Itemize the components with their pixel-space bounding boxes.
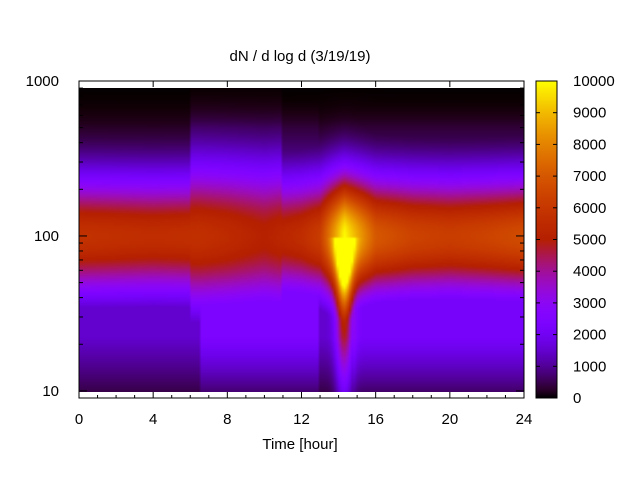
colorbar-gradient [536, 81, 557, 398]
x-tick-label: 16 [367, 411, 384, 428]
plot-area: 0 4 8 12 16 20 24 10 100 1000 [26, 73, 533, 428]
colorbar-tick-label: 8000 [573, 136, 606, 153]
colorbar-tick-label: 1000 [573, 358, 606, 375]
colorbar-tick-label: 6000 [573, 200, 606, 217]
x-axis-ticks: 0 4 8 12 16 20 24 [75, 81, 533, 428]
x-tick-label: 24 [516, 411, 533, 428]
colorbar-tick-label: 10000 [573, 73, 615, 90]
x-tick-label: 20 [441, 411, 458, 428]
colorbar-ticks: 0 1000 2000 3000 4000 5000 6000 7000 8000 9000 100… [536, 73, 615, 407]
x-tick-label: 4 [149, 411, 157, 428]
y-tick-label: 10 [42, 383, 59, 400]
colorbar-tick-label: 7000 [573, 168, 606, 185]
colorbar-tick-label: 0 [573, 390, 581, 407]
x-axis-label: Time [hour] [262, 436, 337, 453]
colorbar-tick-label: 5000 [573, 232, 606, 249]
y-axis-ticks: 10 100 1000 [26, 73, 524, 400]
colorbar-tick-label: 2000 [573, 327, 606, 344]
colorbar-tick-label: 4000 [573, 263, 606, 280]
x-tick-label: 0 [75, 411, 83, 428]
x-tick-label: 12 [293, 411, 310, 428]
y-tick-label: 1000 [26, 73, 59, 90]
x-tick-label: 8 [223, 411, 231, 428]
colorbar-tick-label: 3000 [573, 295, 606, 312]
heatmap-field [79, 88, 524, 392]
y-tick-label: 100 [34, 228, 59, 245]
colorbar: 0 1000 2000 3000 4000 5000 6000 7000 8000 9000 100… [535, 73, 615, 407]
colorbar-tick-label: 9000 [573, 105, 606, 122]
chart-title: dN / d log d (3/19/19) [230, 48, 371, 65]
